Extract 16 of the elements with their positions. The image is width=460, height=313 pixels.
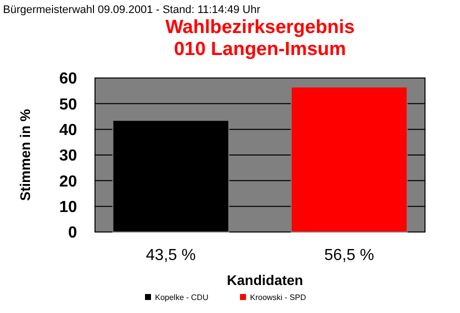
chart-title: Wahlbezirksergebnis — [165, 17, 355, 38]
y-tick-label: 30 — [59, 148, 78, 165]
y-tick-label: 40 — [59, 122, 78, 139]
legend-label: Kopelke - CDU — [155, 293, 209, 302]
data-label: 43,5 % — [146, 247, 196, 264]
y-tick-label: 50 — [59, 96, 78, 114]
y-tick-label: 60 — [59, 70, 78, 88]
y-tick-label: 20 — [59, 173, 78, 190]
y-axis-title: Stimmen in % — [17, 108, 33, 201]
y-tick-label: 0 — [68, 224, 78, 242]
legend-label: Kroowski - SPD — [250, 293, 306, 302]
chart-subtitle: 010 Langen-Imsum — [174, 39, 346, 60]
x-axis-title: Kandidaten — [226, 272, 304, 288]
y-tick-label: 10 — [59, 198, 78, 216]
data-label: 56,5 % — [324, 247, 374, 264]
text: Bürgermeisterwahl 09.09.2001 - Stand: 11:14:49 Uhr — [3, 4, 261, 16]
